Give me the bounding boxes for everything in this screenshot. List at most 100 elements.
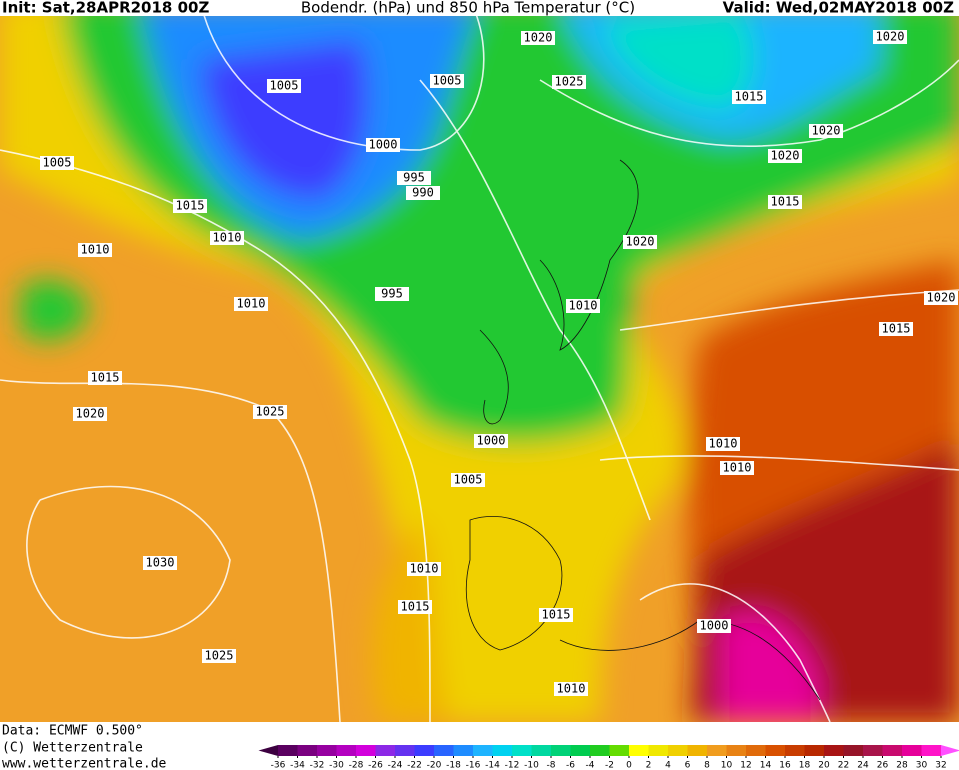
colorbar-label: -12 (505, 761, 520, 770)
isobar-label: 1015 (542, 608, 571, 622)
isobar-label: 1025 (555, 75, 584, 89)
colorbar-swatch (473, 745, 493, 756)
colorbar-label: -20 (427, 761, 442, 770)
data-source: Data: ECMWF 0.500° (2, 724, 143, 739)
map-title: Bodendr. (hPa) und 850 hPa Temperatur (°… (301, 0, 635, 17)
colorbar-label: 32 (935, 761, 946, 770)
colorbar-label: 6 (685, 761, 691, 770)
colorbar-swatch (278, 745, 298, 756)
colorbar-swatch (336, 745, 357, 756)
colorbar-arrow-left (258, 745, 278, 756)
isobar-label: 1025 (256, 405, 285, 419)
isobar-label: 1015 (91, 371, 120, 385)
colorbar-swatch (492, 745, 513, 756)
colorbar-label: -8 (547, 761, 556, 770)
isobar-label: 1010 (213, 231, 242, 245)
colorbar-swatch (531, 745, 552, 756)
colorbar-label: -2 (605, 761, 614, 770)
colorbar-swatch (687, 745, 708, 756)
isobar-label: 1015 (882, 322, 911, 336)
isobar-label: 1030 (146, 556, 175, 570)
isobar-label: 1015 (735, 90, 764, 104)
isobar-label-box (397, 171, 431, 185)
isobar-label-box (143, 556, 177, 570)
isobar-label: 1010 (557, 682, 586, 696)
colorbar-swatch (824, 745, 844, 756)
header-bar (0, 0, 959, 16)
isobar-label-box (720, 461, 754, 475)
colorbar-label: 2 (646, 761, 652, 770)
isobar-label: 995 (381, 287, 403, 301)
colorbar-swatch (785, 745, 805, 756)
isobar-label: 1010 (709, 437, 738, 451)
colorbar-swatch (746, 745, 766, 756)
colorbar-label: 8 (704, 761, 710, 770)
colorbar-swatch (863, 745, 883, 756)
isobar-label: 1010 (723, 461, 752, 475)
colorbar-label: -30 (329, 761, 344, 770)
isobar-label: 1020 (876, 30, 905, 44)
colorbar-swatch (726, 745, 747, 756)
colorbar-swatch (317, 745, 337, 756)
colorbar-label: 4 (665, 761, 671, 770)
isobar-label: 1010 (81, 243, 110, 257)
colorbar-label: 0 (626, 761, 632, 770)
isobar-label-box (554, 682, 588, 696)
isobar-label-box (552, 75, 586, 89)
isobar-label-box (768, 195, 802, 209)
colorbar-label: 26 (877, 761, 889, 770)
colorbar-swatch (551, 745, 571, 756)
isobar-label-box (706, 437, 740, 451)
isobar-label: 1020 (626, 235, 655, 249)
colorbar-label: 18 (799, 761, 811, 770)
colorbar-swatch (629, 745, 649, 756)
isobar-label: 1010 (569, 299, 598, 313)
isobar-label-box (210, 231, 244, 245)
isobar-label: 1000 (477, 434, 506, 448)
colorbar-swatch (590, 745, 610, 756)
isobar-label: 1020 (524, 31, 553, 45)
isobar-label-box (366, 138, 400, 152)
colorbar-swatch (843, 745, 864, 756)
isobar-label-box (623, 235, 657, 249)
isobar-label: 1015 (771, 195, 800, 209)
colorbar-label: 16 (779, 761, 791, 770)
colorbar-swatch (356, 745, 376, 756)
isobar-label-box (40, 156, 74, 170)
init-time: Init: Sat,28APR2018 00Z (2, 0, 209, 17)
colorbar-swatch (414, 745, 435, 756)
isobar-label-box (173, 199, 207, 213)
colorbar-swatch (765, 745, 786, 756)
colorbar-swatch (668, 745, 688, 756)
isobar-label: 990 (412, 186, 434, 200)
isobar-label: 995 (403, 171, 425, 185)
isobar-label-box (539, 608, 573, 622)
colorbar-swatch (648, 745, 669, 756)
colorbar-label: -16 (466, 761, 481, 770)
isobar-label-box (267, 79, 301, 93)
isobar-label: 1005 (433, 74, 462, 88)
copyright: (C) Wetterzentrale (2, 741, 143, 756)
colorbar-swatch (297, 745, 318, 756)
colorbar-label: -6 (566, 761, 575, 770)
isobar-label: 1015 (176, 199, 205, 213)
isobar-label-box (451, 473, 485, 487)
colorbar-swatch (570, 745, 591, 756)
valid-time: Valid: Wed,02MAY2018 00Z (723, 0, 954, 17)
isobar-label-box (430, 74, 464, 88)
isobar-label-box (253, 405, 287, 419)
colorbar-swatch (434, 745, 454, 756)
isobar-label-box (398, 600, 432, 614)
isobar-label: 1010 (237, 297, 266, 311)
colorbar-label: -24 (388, 761, 403, 770)
isobar-label-box (768, 149, 802, 163)
colorbar-swatch (921, 745, 942, 756)
colorbar-label: 28 (896, 761, 908, 770)
isobar-label-box (873, 30, 907, 44)
colorbar-label: -36 (271, 761, 286, 770)
isobar-label: 1020 (771, 149, 800, 163)
isobar-label-box (566, 299, 600, 313)
